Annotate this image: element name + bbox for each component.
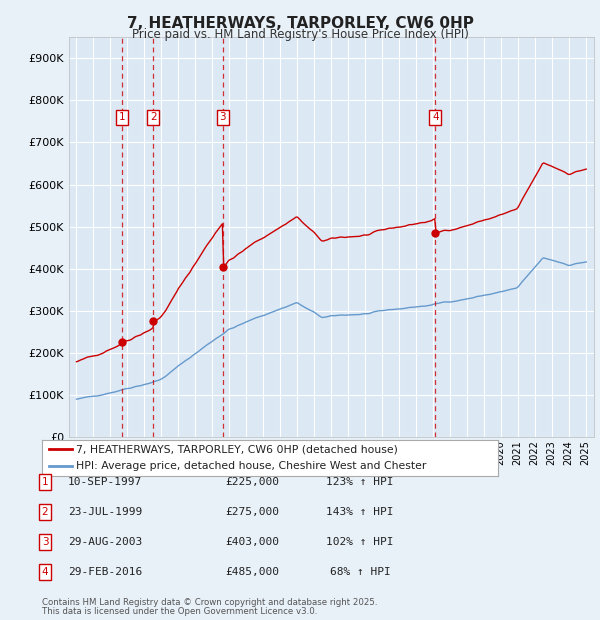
Text: 1: 1 <box>41 477 49 487</box>
Text: 2: 2 <box>150 112 157 122</box>
Text: 4: 4 <box>41 567 49 577</box>
Text: £485,000: £485,000 <box>225 567 279 577</box>
Text: 29-AUG-2003: 29-AUG-2003 <box>68 537 142 547</box>
Text: Price paid vs. HM Land Registry's House Price Index (HPI): Price paid vs. HM Land Registry's House … <box>131 28 469 41</box>
Text: 3: 3 <box>220 112 226 122</box>
Text: £403,000: £403,000 <box>225 537 279 547</box>
Text: 2: 2 <box>41 507 49 517</box>
Text: Contains HM Land Registry data © Crown copyright and database right 2025.: Contains HM Land Registry data © Crown c… <box>42 598 377 607</box>
Text: £225,000: £225,000 <box>225 477 279 487</box>
Text: HPI: Average price, detached house, Cheshire West and Chester: HPI: Average price, detached house, Ches… <box>76 461 427 471</box>
Text: 102% ↑ HPI: 102% ↑ HPI <box>326 537 394 547</box>
Text: 123% ↑ HPI: 123% ↑ HPI <box>326 477 394 487</box>
Text: 1: 1 <box>119 112 125 122</box>
Text: 4: 4 <box>432 112 439 122</box>
Text: This data is licensed under the Open Government Licence v3.0.: This data is licensed under the Open Gov… <box>42 608 317 616</box>
Text: £275,000: £275,000 <box>225 507 279 517</box>
Text: 143% ↑ HPI: 143% ↑ HPI <box>326 507 394 517</box>
Text: 7, HEATHERWAYS, TARPORLEY, CW6 0HP: 7, HEATHERWAYS, TARPORLEY, CW6 0HP <box>127 16 473 30</box>
Text: 68% ↑ HPI: 68% ↑ HPI <box>329 567 391 577</box>
Text: 23-JUL-1999: 23-JUL-1999 <box>68 507 142 517</box>
Text: 3: 3 <box>41 537 49 547</box>
Text: 29-FEB-2016: 29-FEB-2016 <box>68 567 142 577</box>
Text: 10-SEP-1997: 10-SEP-1997 <box>68 477 142 487</box>
Text: 7, HEATHERWAYS, TARPORLEY, CW6 0HP (detached house): 7, HEATHERWAYS, TARPORLEY, CW6 0HP (deta… <box>76 445 398 454</box>
